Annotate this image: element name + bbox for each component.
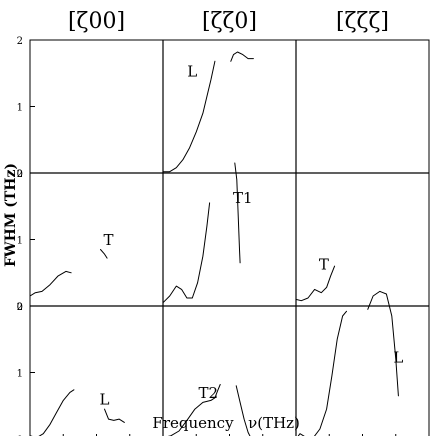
panel-r0-c1: L [162, 51, 254, 173]
curve-label-T2: T2 [198, 384, 218, 402]
series-line-T1-1 [234, 162, 241, 264]
series-line-L-0 [29, 389, 75, 436]
y-tick-label: 0 [17, 169, 23, 180]
series-line-T2-1 [235, 385, 251, 436]
curve-label-T1: T1 [233, 189, 253, 207]
panel-r2-c0: L [29, 389, 125, 436]
panel-r2-c2: L [297, 290, 403, 436]
curve-label-L: L [393, 349, 403, 367]
y-tick-label: 2 [17, 169, 23, 180]
y-tick-label: 1 [17, 369, 23, 380]
x-axis-label: Frequency [152, 414, 234, 432]
panel-r1-c2: T [295, 255, 336, 302]
series-line-T-0 [295, 265, 336, 302]
panel-r1-c1: T1 [162, 162, 253, 304]
series-line-T1-0 [162, 202, 211, 304]
x-axis-unit-label: ν(THz) [248, 414, 300, 432]
series-line-T-1 [100, 249, 108, 259]
curve-label-L: L [187, 63, 197, 81]
series-line-L-0 [162, 60, 216, 173]
y-tick-label: 0 [17, 302, 23, 313]
series-line-L-1 [230, 51, 254, 62]
grid-frame [29, 39, 430, 436]
panel-r1-c0: T [29, 231, 113, 297]
curve-label-T: T [319, 255, 329, 273]
series-line-L-1 [367, 290, 399, 397]
series-line-L-1 [104, 408, 125, 423]
column-title-1: [ζζ0] [202, 9, 257, 34]
y-tick-label: 1 [17, 236, 23, 247]
curve-label-T: T [103, 231, 113, 249]
curve-label-L: L [99, 390, 109, 408]
panel-r2-c1: T2 [167, 384, 251, 436]
y-tick-label: 1 [17, 103, 23, 114]
y-tick-label: 2 [17, 302, 23, 313]
y-axis-label: FWHM (THz) [3, 163, 19, 267]
column-title-0: [ζ00] [68, 9, 125, 34]
series-line-T-0 [29, 270, 72, 297]
panel-grid: L T T1 T L T2 L [29, 39, 430, 436]
series-line-L-0 [297, 310, 347, 436]
y-tick-label: 2 [17, 36, 23, 47]
series-line-T2-0 [167, 384, 221, 436]
column-titles: [ζ00] [ζζ0] [ζζζ] [68, 9, 389, 34]
column-title-2: [ζζζ] [336, 9, 389, 34]
axes: 02.557.502.557.502.557.5012012012 [17, 36, 397, 436]
